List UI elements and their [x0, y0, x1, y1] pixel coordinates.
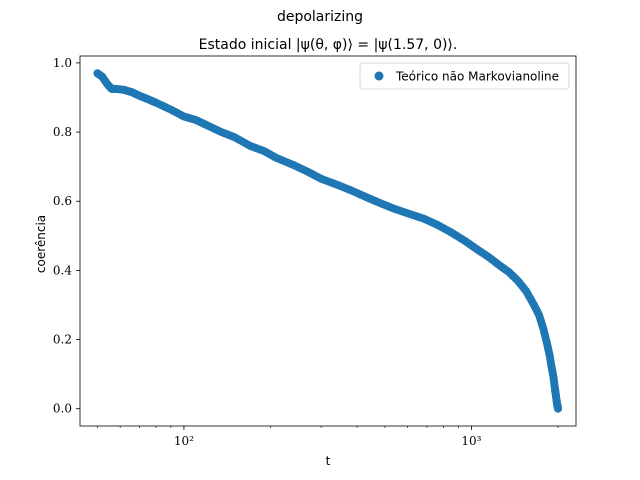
- x-tick-label: 10³: [461, 434, 481, 448]
- x-tick-label: 10²: [174, 434, 194, 448]
- y-tick-label: 0.6: [53, 194, 72, 208]
- y-tick-label: 0.2: [53, 333, 72, 347]
- chart-title: Estado inicial |ψ(θ, φ)⟩ = |ψ(1.57, 0)⟩.: [199, 37, 458, 53]
- y-tick-label: 1.0: [53, 56, 72, 70]
- chart-suptitle: depolarizing: [277, 9, 363, 25]
- legend-label: Teórico não Markovianoline: [395, 70, 559, 84]
- y-tick-label: 0.8: [53, 125, 72, 139]
- legend-marker: [374, 71, 384, 81]
- y-tick-label: 0.4: [53, 263, 72, 277]
- plot-area: 0.0 0.2 0.4 0.6 0.8 1.0 10² 10³ Teórico não Mark…: [53, 55, 577, 448]
- x-axis-label: t: [326, 454, 331, 468]
- y-tick-label: 0.0: [53, 402, 72, 416]
- y-axis-label: coerência: [34, 215, 48, 273]
- data-point: [554, 404, 563, 413]
- legend-box: [359, 62, 570, 90]
- plot-frame: [79, 55, 577, 427]
